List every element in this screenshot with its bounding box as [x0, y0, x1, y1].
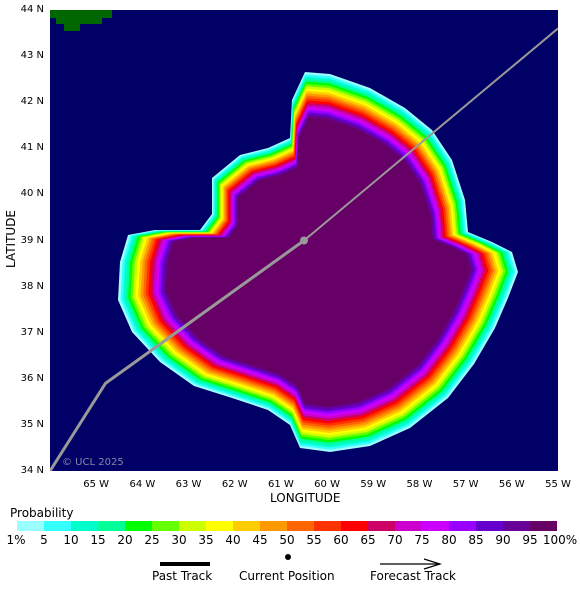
forecast-track-key-label: Forecast Track — [370, 569, 456, 583]
lon-tick-label: 58 W — [406, 479, 433, 490]
legend-swatch — [152, 521, 179, 531]
lon-tick-label: 60 W — [314, 479, 340, 490]
lat-tick-label: 37 N — [20, 326, 44, 338]
lon-tick-label: 63 W — [175, 479, 202, 490]
legend-tick-label: 25 — [144, 533, 160, 547]
lon-tick-label: 61 W — [268, 479, 294, 490]
track-layer — [50, 27, 558, 471]
legend-swatch — [71, 521, 98, 531]
lon-tick-label: 65 W — [83, 479, 110, 490]
lat-tick-label: 43 N — [20, 50, 44, 62]
legend-swatch — [44, 521, 71, 531]
legend-tick-label: 30 — [171, 533, 187, 547]
legend-tick-label: 60 — [333, 533, 349, 547]
legend-tick-label: 75 — [414, 533, 430, 547]
legend-swatch — [260, 521, 287, 531]
lon-tick-label: 62 W — [221, 479, 248, 490]
legend-swatch — [98, 521, 125, 531]
legend-swatch — [125, 521, 152, 531]
lat-tick-label: 38 N — [20, 280, 44, 292]
legend-tick-label: 55 — [306, 533, 322, 547]
legend-tick-label: 15 — [90, 533, 106, 547]
lon-tick-label: 56 W — [498, 479, 525, 490]
lon-tick-label: 64 W — [129, 479, 156, 490]
legend-tick-label: 1% — [6, 533, 26, 547]
lat-tick-label: 41 N — [20, 142, 44, 154]
legend-swatch — [422, 521, 449, 531]
lat-tick-label: 44 N — [20, 4, 44, 15]
y-axis-title: LATITUDE — [4, 209, 18, 269]
legend-swatch — [503, 521, 530, 531]
legend-color-bar — [17, 521, 557, 531]
legend-swatch — [287, 521, 314, 531]
legend-tick-label: 20 — [117, 533, 133, 547]
legend-tick-label: 5 — [40, 533, 48, 547]
lat-tick-label: 42 N — [20, 96, 44, 108]
lat-tick-label: 35 N — [20, 418, 44, 430]
legend-tick-label: 95 — [522, 533, 538, 547]
probability-bands — [118, 72, 518, 452]
legend-swatch — [395, 521, 422, 531]
current-position-key-dot — [285, 554, 291, 560]
legend-tick-label: 85 — [468, 533, 484, 547]
land-region — [50, 10, 112, 31]
current-position-key-label: Current Position — [239, 569, 335, 583]
forecast-track-arrow-icon — [423, 558, 443, 570]
legend-tick-label: 70 — [387, 533, 403, 547]
legend-swatch — [530, 521, 557, 531]
legend-swatch — [179, 521, 206, 531]
legend-tick-label: 90 — [495, 533, 511, 547]
legend-tick-label: 100% — [542, 533, 578, 547]
legend-tick-labels: 1% 5 10 15 20 25 30 35 40 45 50 55 60 65 70 75 80 85 90 95 1… — [0, 533, 580, 547]
legend-swatch — [206, 521, 233, 531]
legend-tick-label: 50 — [279, 533, 295, 547]
legend-tick-label: 10 — [63, 533, 79, 547]
legend-swatch — [368, 521, 395, 531]
legend-swatch — [449, 521, 476, 531]
legend-title: Probability — [10, 506, 74, 520]
lon-tick-label: 59 W — [360, 479, 387, 490]
legend-tick-label: 35 — [198, 533, 214, 547]
lat-tick-label: 40 N — [20, 188, 44, 200]
legend-swatch — [233, 521, 260, 531]
legend-tick-label: 45 — [252, 533, 268, 547]
lat-tick-label: 34 N — [20, 465, 44, 476]
legend-tick-label: 65 — [360, 533, 376, 547]
legend-swatch — [314, 521, 341, 531]
watermark-text: © UCL 2025 — [62, 457, 124, 468]
probability-map: © UCL 2025 44 N 43 N 42 N 41 N 40 N 39 N 38 N 3… — [4, 4, 571, 505]
legend-tick-label: 80 — [441, 533, 457, 547]
legend-swatch — [476, 521, 503, 531]
legend-tick-label: 40 — [225, 533, 241, 547]
lon-tick-label: 57 W — [452, 479, 479, 490]
lon-tick-label: 55 W — [545, 479, 571, 490]
forecast-track-line — [303, 27, 558, 242]
lat-tick-label: 39 N — [20, 234, 44, 246]
probability-band — [166, 117, 471, 407]
past-track-key-label: Past Track — [152, 569, 213, 583]
past-track-line — [50, 239, 305, 471]
current-position-marker — [300, 236, 308, 245]
lat-tick-label: 36 N — [20, 372, 44, 384]
legend-swatch — [341, 521, 368, 531]
map-canvas: © UCL 2025 — [50, 10, 558, 471]
x-axis-title: LONGITUDE — [270, 491, 341, 505]
legend-swatch — [17, 521, 44, 531]
